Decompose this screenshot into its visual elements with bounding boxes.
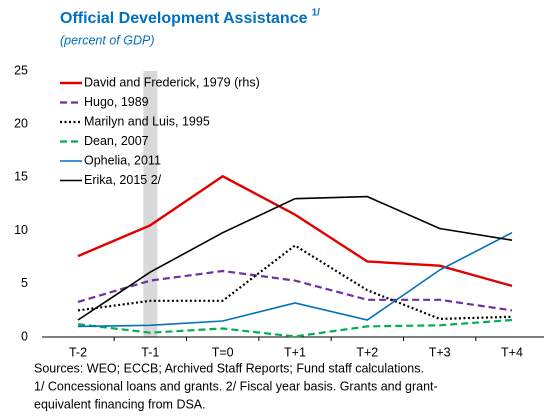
series-line [77, 269, 513, 312]
x-tick-label: T-2 [69, 345, 87, 359]
legend-label: David and Frederick, 1979 (rhs) [84, 75, 260, 89]
series-line [77, 174, 513, 288]
footnote: equivalent financing from DSA. [34, 397, 206, 411]
footnote: 1/ Concessional loans and grants. 2/ Fis… [34, 379, 438, 393]
x-tick-label: T+3 [429, 345, 451, 359]
series-line [77, 195, 513, 321]
series-line [77, 231, 513, 328]
chart-subtitle: (percent of GDP) [60, 33, 154, 47]
legend-label: Erika, 2015 2/ [84, 173, 162, 187]
y-tick-label: 10 [14, 223, 28, 237]
series-line [77, 318, 513, 338]
y-tick-label: 20 [14, 116, 28, 130]
footnote: Sources: WEO; ECCB; Archived Staff Repor… [34, 361, 424, 375]
y-tick-label: 5 [21, 276, 28, 290]
series-line [77, 244, 513, 321]
y-tick-label: 0 [21, 329, 28, 343]
x-tick-label: T+1 [284, 345, 306, 359]
y-tick-label: 25 [14, 63, 28, 77]
legend-label: Hugo, 1989 [84, 95, 149, 109]
x-tick-label: T=0 [212, 345, 234, 359]
x-tick-label: T-1 [141, 345, 159, 359]
x-tick-label: T+4 [501, 345, 523, 359]
x-tick-label: T+2 [356, 345, 378, 359]
highlight-band [143, 71, 158, 337]
title-note: 1/ [312, 8, 321, 19]
legend-label: Marilyn and Luis, 1995 [84, 114, 210, 128]
legend-label: Dean, 2007 [84, 134, 149, 148]
chart-title: Official Development Assistance [60, 10, 308, 27]
legend-label: Ophelia, 2011 [84, 153, 161, 167]
y-tick-label: 15 [14, 170, 28, 184]
